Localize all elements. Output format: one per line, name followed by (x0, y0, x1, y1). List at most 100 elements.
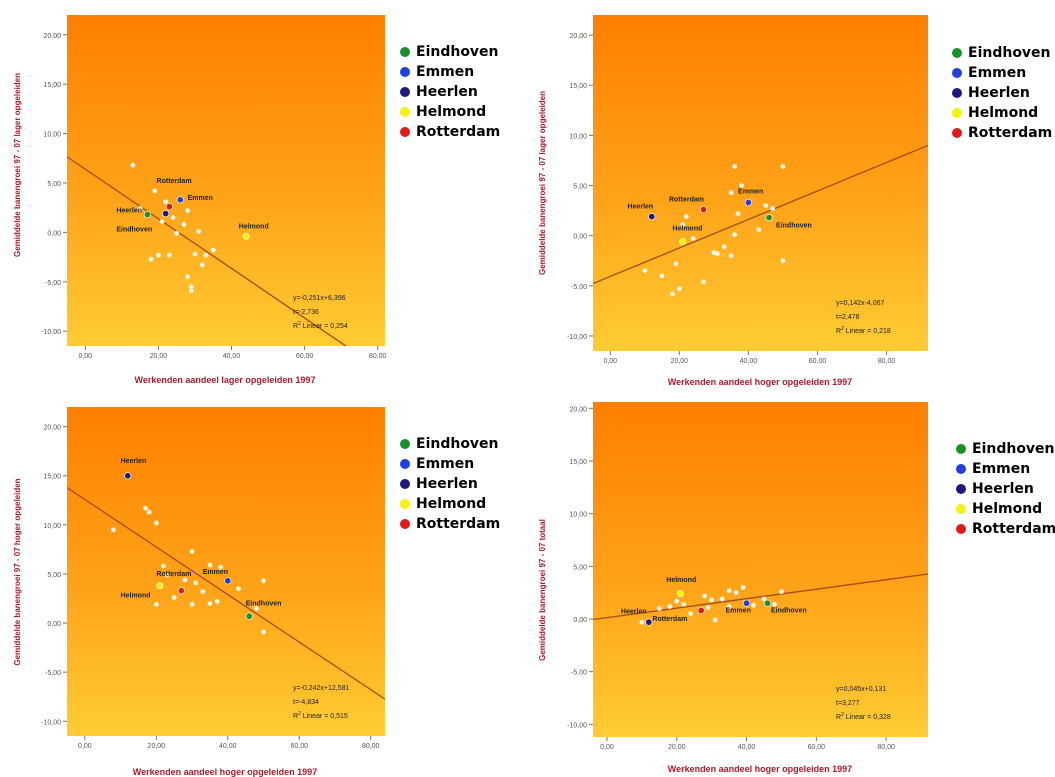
legend-label: Heerlen (416, 84, 478, 100)
plot-area (67, 15, 385, 346)
y-tick-label: 15,00 (43, 82, 61, 89)
data-point (193, 580, 199, 586)
legend-item-emmen: Emmen (400, 454, 500, 474)
data-point (728, 253, 734, 259)
data-point (674, 598, 680, 604)
x-tick-label: 0,00 (78, 743, 92, 750)
legend-marker (400, 519, 410, 529)
fit-equation-line: y=0,045x+0,131 (836, 686, 886, 693)
chart-3-hoger-vs-hoger: -10,00 -5,00 0,00 5,00 10,00 15,00 20,00 0,00 20… (13, 407, 385, 777)
data-point (171, 594, 177, 601)
legend-label: Helmond (972, 501, 1043, 517)
x-tick-label: 20,00 (150, 353, 168, 360)
data-point (214, 598, 220, 605)
data-point (642, 268, 648, 274)
data-point (780, 163, 786, 170)
plot-area (593, 402, 928, 737)
highlighted-point-eindhoven (765, 214, 773, 222)
point-label: Rotterdam (156, 571, 191, 578)
legend-marker (400, 67, 410, 77)
legend-item-eindhoven: Eindhoven (956, 439, 1055, 459)
chart-2-hoger-vs-lager: -10,00 -5,00 0,00 5,00 10,00 15,00 20,00 0,00 20… (538, 15, 928, 387)
data-point (110, 527, 116, 533)
data-point (163, 199, 169, 205)
fit-equation-line: y=-0,242x+12,581 (293, 685, 350, 692)
point-label: Eindhoven (771, 608, 807, 615)
legend-item-rotterdam: Rotterdam (956, 519, 1055, 539)
legend-marker (400, 47, 410, 57)
legend-chart-4: Eindhoven Emmen Heerlen Helmond Rotterdam (956, 439, 1055, 539)
legend-item-heerlen: Heerlen (956, 479, 1055, 499)
data-point (726, 588, 732, 594)
data-point (207, 600, 213, 606)
highlighted-point-heerlen (124, 472, 132, 480)
point-label: Helmond (239, 223, 269, 230)
data-point (721, 244, 727, 250)
legend-item-helmond: Helmond (400, 102, 500, 122)
y-tick-label: 20,00 (569, 33, 587, 40)
fit-line (593, 144, 928, 285)
legend-marker (956, 464, 966, 474)
highlighted-point-eindhoven (763, 599, 771, 607)
x-tick-label: 80,00 (362, 743, 380, 750)
legend-marker (952, 48, 962, 58)
point-label: Rotterdam (157, 178, 192, 185)
data-point (153, 601, 159, 607)
y-tick-label: 5,00 (47, 572, 61, 579)
point-label: Rotterdam (669, 197, 704, 204)
legend-marker (952, 68, 962, 78)
point-label: Emmen (203, 569, 228, 576)
data-point (780, 258, 786, 264)
data-point (155, 252, 161, 258)
data-point (182, 577, 188, 583)
point-label: Eindhoven (246, 600, 282, 607)
data-point (639, 619, 645, 625)
data-point (778, 589, 784, 595)
data-point (200, 589, 206, 595)
legend-item-heerlen: Heerlen (400, 82, 500, 102)
x-tick-label: 0,00 (600, 744, 614, 751)
highlighted-point-heerlen (162, 210, 170, 218)
legend-label: Emmen (968, 65, 1027, 81)
data-point (196, 228, 202, 234)
y-axis-label: Gemiddelde banengroei 97 - 07 lager opge… (538, 91, 547, 275)
legend-marker (956, 504, 966, 514)
legend-item-emmen: Emmen (400, 62, 500, 82)
data-point (181, 221, 187, 228)
data-point (189, 601, 195, 607)
legend-label: Emmen (416, 456, 475, 472)
y-tick-label: 0,00 (47, 621, 61, 628)
data-point (159, 218, 165, 225)
highlighted-point-rotterdam (177, 587, 185, 595)
y-axis-label: Gemiddelde banengroei 97 - 07 totaal (538, 519, 547, 661)
highlighted-point-emmen (224, 577, 232, 585)
legend-label: Helmond (416, 496, 487, 512)
legend-marker (400, 439, 410, 449)
point-label: Rotterdam (652, 616, 687, 623)
legend-label: Helmond (968, 105, 1039, 121)
y-axis-label: Gemiddelde banengroei 97 - 07 hoger opge… (13, 478, 22, 665)
y-tick-label: 10,00 (43, 523, 61, 530)
y-tick-label: 20,00 (43, 33, 61, 40)
x-axis-label: Werkenden aandeel hoger opgeleiden 1997 (668, 764, 852, 774)
plot-area (67, 407, 385, 736)
data-point (770, 206, 776, 212)
highlighted-point-helmond (156, 582, 164, 590)
fit-line (593, 573, 928, 621)
data-point (189, 548, 195, 554)
data-point (235, 586, 242, 592)
x-tick-label: 60,00 (296, 353, 314, 360)
legend-item-rotterdam: Rotterdam (952, 123, 1052, 143)
data-point (732, 163, 738, 170)
data-point (700, 279, 707, 285)
point-label: Heerlen (628, 204, 654, 211)
y-axis-label: Gemiddelde banengroei 97 - 07 lager opge… (13, 73, 22, 257)
data-point (152, 188, 158, 194)
point-label: Helmond (666, 577, 696, 584)
chart-4-hoger-vs-totaal: -10,00 -5,00 0,00 5,00 10,00 15,00 20,00 0,00 20… (538, 402, 928, 774)
highlighted-point-heerlen (648, 213, 656, 221)
legend-marker (956, 444, 966, 454)
legend-marker (400, 499, 410, 509)
data-point (130, 162, 136, 168)
